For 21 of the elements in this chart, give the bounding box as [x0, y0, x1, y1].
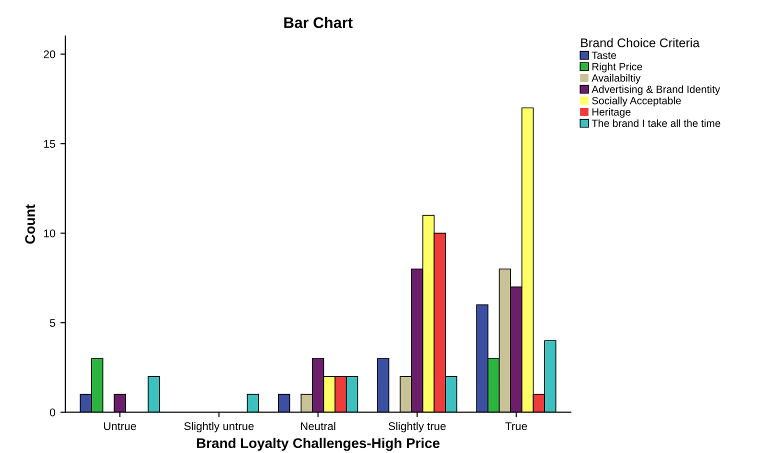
x-tick-label: Slightly true — [388, 422, 446, 432]
legend-label: Heritage — [592, 108, 631, 118]
legend-label: The brand I take all the time — [592, 119, 720, 127]
legend-label: Advertising & Brand Identity — [592, 85, 720, 96]
legend-label: Taste — [592, 52, 616, 60]
y-tick-label: 10 — [44, 229, 56, 238]
y-tick-label: 15 — [44, 140, 56, 148]
legend-label: Availabiltiy — [592, 74, 641, 84]
x-tick-label: Neutral — [301, 422, 336, 430]
x-tick-label: True — [505, 422, 527, 430]
y-axis-title: Count — [25, 204, 35, 244]
legend-label: Socially Acceptable — [592, 96, 681, 106]
y-tick-label: 20 — [44, 50, 56, 58]
y-tick-label: 0 — [50, 408, 56, 416]
chart-title: Bar Chart — [284, 16, 353, 28]
x-axis-title: Brand Loyalty Challenges-High Price — [197, 438, 440, 451]
x-tick-label: Untrue — [104, 422, 136, 430]
y-tick-label: 5 — [50, 319, 56, 327]
x-tick-label: Slightly untrue — [184, 422, 254, 432]
legend-title: Brand Choice Criteria — [581, 38, 700, 48]
legend-label: Right Price — [592, 62, 642, 72]
